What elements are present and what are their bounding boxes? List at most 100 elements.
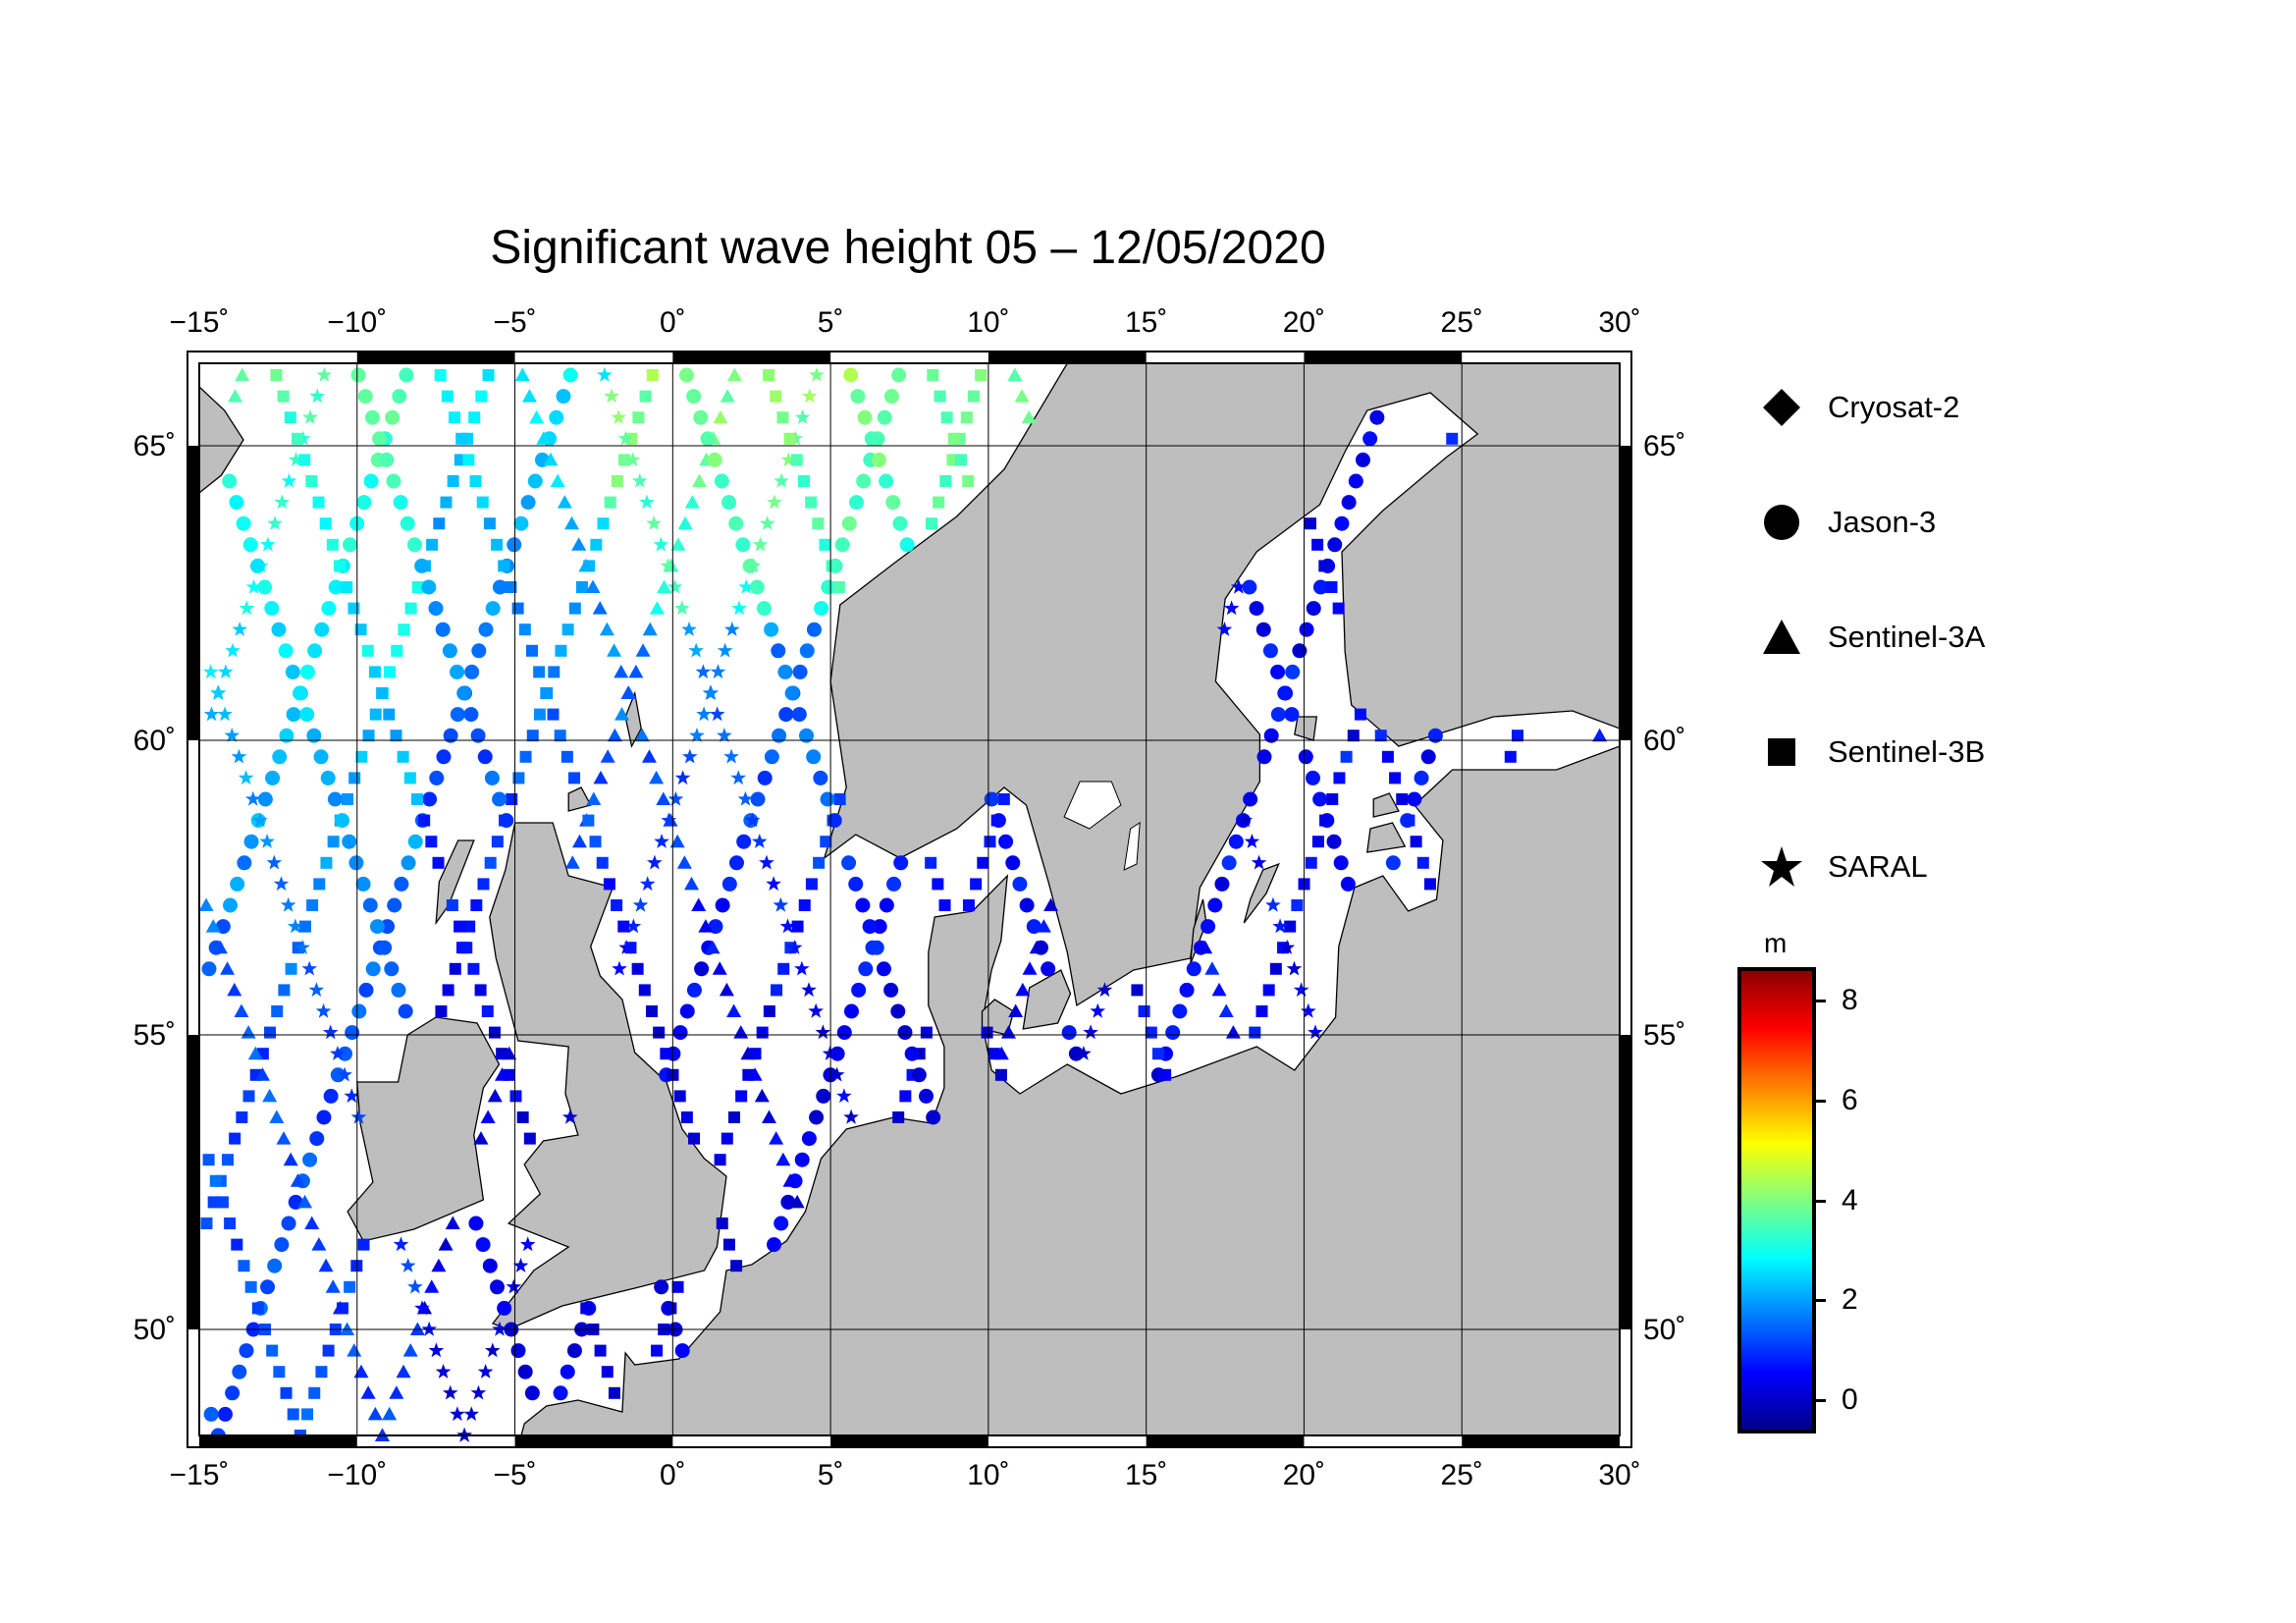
observation-saral [801, 982, 817, 998]
frame-segment [1304, 352, 1463, 363]
land-continent [520, 745, 1621, 1436]
observation-jason-3 [293, 685, 308, 701]
lat-tick-label: 55˚ [1643, 1019, 1685, 1052]
observation-sentinel-3b [354, 623, 367, 636]
observation-sentinel-3a [726, 367, 742, 381]
observation-jason-3 [774, 1216, 789, 1231]
observation-sentinel-3a [614, 664, 629, 678]
observation-saral [751, 834, 768, 848]
observation-jason-3 [391, 982, 406, 998]
observation-jason-3 [890, 1003, 906, 1019]
observation-saral [717, 642, 733, 658]
observation-saral [203, 706, 220, 722]
observation-jason-3 [1326, 834, 1342, 849]
observation-sentinel-3b [624, 942, 637, 954]
observation-sentinel-3b [927, 369, 939, 381]
frame-segment [187, 1035, 199, 1329]
observation-jason-3 [678, 367, 694, 383]
observation-saral [696, 706, 712, 722]
observation-jason-3 [1041, 961, 1056, 977]
observation-jason-3 [265, 770, 281, 785]
observation-sentinel-3b [653, 1026, 666, 1039]
observation-sentinel-3a [367, 1406, 383, 1421]
observation-jason-3 [350, 367, 366, 383]
observation-sentinel-3b [355, 750, 368, 763]
observation-jason-3 [827, 813, 842, 829]
observation-sentinel-3b [516, 1111, 529, 1123]
lon-tick-label: 5˚ [818, 306, 844, 339]
observation-sentinel-3b [611, 475, 623, 487]
observation-jason-3 [229, 495, 244, 511]
observation-sentinel-3b [319, 517, 332, 530]
observation-jason-3 [1334, 515, 1350, 531]
observation-sentinel-3b [960, 411, 973, 424]
observation-sentinel-3a [514, 367, 530, 381]
observation-jason-3 [237, 855, 252, 871]
observation-jason-3 [399, 367, 414, 383]
observation-sentinel-3a [726, 1003, 742, 1017]
observation-jason-3 [858, 961, 874, 977]
observation-jason-3 [742, 558, 758, 573]
observation-sentinel-3b [1504, 750, 1517, 763]
observation-sentinel-3a [657, 579, 672, 593]
observation-sentinel-3b [362, 730, 375, 742]
observation-jason-3 [364, 409, 380, 425]
observation-sentinel-3b [533, 666, 546, 678]
observation-jason-3 [876, 961, 891, 977]
observation-jason-3 [897, 1025, 913, 1041]
observation-jason-3 [274, 1237, 290, 1253]
observation-sentinel-3a [445, 1216, 460, 1229]
observation-saral [774, 472, 789, 488]
observation-saral [239, 600, 255, 616]
observation-sentinel-3a [557, 495, 572, 509]
observation-saral [231, 748, 247, 764]
observation-sentinel-3a [592, 601, 608, 615]
observation-sentinel-3b [209, 1174, 222, 1187]
frame-segment [199, 1435, 357, 1447]
observation-saral [710, 664, 726, 679]
observation-sentinel-3a [269, 1109, 285, 1123]
observation-saral [288, 452, 304, 467]
observation-sentinel-3a [684, 876, 700, 891]
observation-saral [624, 452, 641, 467]
observation-sentinel-3a [1014, 389, 1030, 403]
observation-sentinel-3b [813, 856, 826, 869]
observation-jason-3 [342, 834, 357, 849]
observation-sentinel-3b [771, 984, 783, 997]
observation-jason-3 [806, 622, 822, 637]
observation-sentinel-3a [304, 1216, 320, 1229]
observation-sentinel-3a [607, 643, 622, 657]
observation-sentinel-3a [347, 1343, 362, 1357]
observation-sentinel-3a [642, 622, 658, 636]
lon-tick-label: −10˚ [327, 306, 387, 339]
observation-sentinel-3a [564, 515, 580, 530]
observation-jason-3 [484, 770, 500, 785]
observation-sentinel-3b [229, 1132, 241, 1145]
observation-jason-3 [1249, 601, 1264, 617]
observation-jason-3 [358, 982, 374, 998]
observation-jason-3 [492, 579, 507, 595]
observation-sentinel-3b [273, 1366, 286, 1379]
observation-sentinel-3b [540, 687, 553, 699]
observation-jason-3 [369, 919, 385, 935]
observation-saral [617, 430, 634, 446]
observation-sentinel-3b [727, 1111, 740, 1123]
observation-sentinel-3b [251, 1302, 264, 1315]
observation-jason-3 [1341, 495, 1357, 511]
observation-jason-3 [492, 791, 507, 807]
observation-jason-3 [1263, 728, 1279, 743]
observation-sentinel-3b [426, 538, 439, 551]
land-hebrides [435, 839, 475, 926]
observation-sentinel-3b [301, 1408, 314, 1421]
observation-sentinel-3b [1396, 793, 1409, 805]
observation-sentinel-3b [1389, 772, 1402, 784]
observation-sentinel-3b [594, 1344, 607, 1357]
observation-jason-3 [400, 855, 416, 871]
observation-jason-3 [357, 389, 373, 405]
observation-jason-3 [764, 622, 779, 637]
observation-sentinel-3b [770, 390, 782, 403]
observation-sentinel-3b [833, 793, 846, 805]
observation-jason-3 [794, 1152, 810, 1167]
observation-jason-3 [714, 473, 729, 489]
